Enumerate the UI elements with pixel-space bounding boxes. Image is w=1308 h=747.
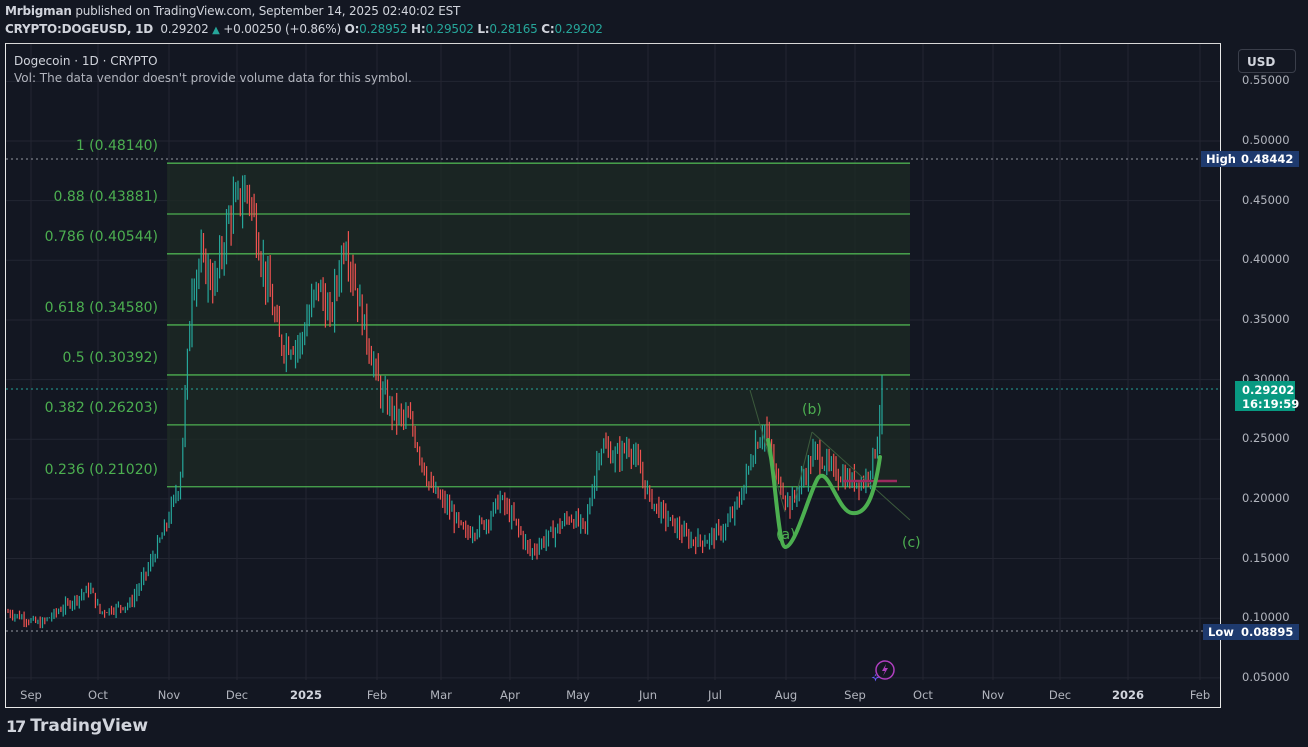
legend-title[interactable]: Dogecoin · 1D · CRYPTO [14,54,158,68]
annotation-b: (b) [802,402,822,418]
annotation-c: (c) [902,535,921,551]
logo-text: TradingView [30,716,149,736]
time-tick-label: 2025 [289,688,323,702]
time-tick-label: Apr [500,688,520,702]
price-tick-label: 0.10000 [1242,610,1290,625]
price-tick-label: 0.50000 [1242,133,1290,147]
high-value: 0.48442 [1235,151,1300,167]
high-label: High [1201,151,1241,167]
candles [7,174,883,629]
publish-info: Mrbigman published on TradingView.com, S… [5,4,460,18]
price-tick-label: 0.20000 [1242,490,1290,505]
low-value: 0.28165 [489,22,538,36]
chart-frame [5,43,1221,708]
time-tick-label: Sep [20,688,42,702]
tradingview-logo[interactable]: 17 TradingView [6,716,148,736]
tradingview-mark-icon: 17 [6,716,26,736]
price-chart[interactable] [6,44,1220,707]
fib-level-label: 0.382 (0.26203) [44,399,158,416]
time-tick-label: Mar [430,688,452,702]
last-price-value: 0.29202 [1242,383,1295,397]
last-price-badge: 0.29202 16:19:59 [1235,381,1300,411]
time-tick-label: Nov [981,688,1005,702]
author-name[interactable]: Mrbigman [5,4,72,18]
price-tick-label: 0.35000 [1242,311,1290,326]
current-price: 0.29202 [160,22,209,36]
fib-level-label: 0.236 (0.21020) [44,461,158,478]
symbol-name: CRYPTO:DOGEUSD, 1D [5,22,154,36]
currency-button[interactable]: USD [1238,49,1296,73]
trend-lines [749,389,911,521]
fib-lines [167,162,910,488]
time-tick-label: Nov [157,688,181,702]
price-change: +0.00250 (+0.86%) [223,22,341,36]
high-label: H: [411,22,426,36]
publish-text: published on TradingView.com, September … [75,4,461,18]
time-tick-label: Feb [366,688,388,702]
time-tick-label: Aug [774,688,798,702]
time-tick-label: Oct [88,688,108,702]
time-tick-label: Jun [639,688,657,702]
high-value: 0.29502 [425,22,474,36]
time-tick-label: Oct [913,688,933,702]
price-tick-label: 0.15000 [1242,550,1290,565]
fib-level-label: 0.5 (0.30392) [62,349,158,366]
wave-drawing [766,438,882,549]
price-tick-label: 0.40000 [1242,252,1290,267]
fib-level-label: 0.786 (0.40544) [44,228,158,245]
open-label: O: [344,22,360,36]
time-tick-label: 2026 [1111,688,1145,702]
price-tick-label: 0.55000 [1242,73,1290,88]
low-value: 0.08895 [1235,624,1300,640]
low-label: L: [477,22,490,36]
time-tick-label: Dec [225,688,249,702]
lightning-icon[interactable] [869,658,897,684]
time-tick-label: Sep [844,688,866,702]
fib-level-label: 0.88 (0.43881) [53,188,158,205]
time-tick-label: Jul [708,688,722,702]
open-value: 0.28952 [359,22,408,36]
close-value: 0.29202 [554,22,603,36]
fib-level-label: 0.618 (0.34580) [44,299,158,316]
volume-note: Vol: The data vendor doesn't provide vol… [14,71,412,85]
time-tick-label: Feb [1189,688,1211,702]
up-triangle-icon: ▲ [212,25,220,36]
time-tick-label: Dec [1048,688,1072,702]
chart-legend: Dogecoin · 1D · CRYPTO Vol: The data ven… [14,53,412,87]
price-tick-label: 0.45000 [1242,192,1290,207]
price-tick-label: 0.25000 [1242,431,1290,446]
fib-level-label: 1 (0.48140) [75,138,158,155]
price-tick-label: 0.05000 [1242,669,1290,684]
time-tick-label: May [566,688,590,702]
low-label: Low [1203,624,1239,640]
close-label: C: [541,22,555,36]
bar-countdown: 16:19:59 [1242,397,1300,411]
annotation-a: (a) [776,527,796,543]
symbol-info: CRYPTO:DOGEUSD, 1D 0.29202 ▲ +0.00250 (+… [5,22,603,36]
